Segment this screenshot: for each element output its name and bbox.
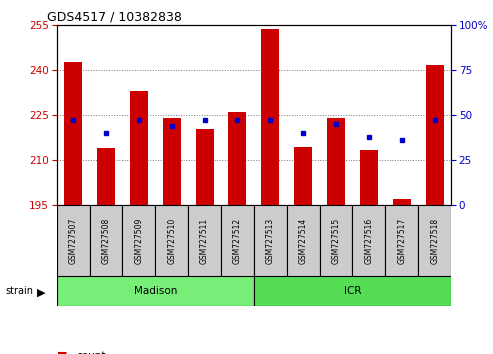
Bar <box>393 199 411 205</box>
Bar <box>90 205 122 276</box>
Bar <box>57 276 254 306</box>
Text: GSM727508: GSM727508 <box>102 218 110 264</box>
Bar <box>130 91 148 205</box>
Bar <box>228 112 246 205</box>
Text: count: count <box>76 351 106 354</box>
Bar <box>327 118 345 205</box>
Text: Madison: Madison <box>134 286 177 296</box>
Bar <box>221 205 254 276</box>
Text: GSM727517: GSM727517 <box>397 218 406 264</box>
Text: GSM727514: GSM727514 <box>299 218 308 264</box>
Bar <box>386 205 418 276</box>
Text: ■: ■ <box>57 351 67 354</box>
Bar <box>418 205 451 276</box>
Text: GSM727509: GSM727509 <box>135 217 143 264</box>
Text: GDS4517 / 10382838: GDS4517 / 10382838 <box>47 11 182 24</box>
Text: ▶: ▶ <box>37 288 45 298</box>
Bar <box>425 65 444 205</box>
Text: GSM727516: GSM727516 <box>364 218 373 264</box>
Text: GSM727513: GSM727513 <box>266 218 275 264</box>
Bar <box>188 205 221 276</box>
Bar <box>319 205 352 276</box>
Bar <box>97 148 115 205</box>
Text: strain: strain <box>5 286 33 296</box>
Text: GSM727507: GSM727507 <box>69 217 77 264</box>
Bar <box>352 205 386 276</box>
Bar <box>254 276 451 306</box>
Bar <box>57 205 90 276</box>
Text: GSM727512: GSM727512 <box>233 218 242 264</box>
Text: GSM727518: GSM727518 <box>430 218 439 264</box>
Bar <box>287 205 319 276</box>
Bar <box>122 205 155 276</box>
Bar <box>64 62 82 205</box>
Text: GSM727515: GSM727515 <box>332 218 341 264</box>
Text: GSM727511: GSM727511 <box>200 218 209 264</box>
Bar <box>155 205 188 276</box>
Bar <box>163 118 181 205</box>
Bar <box>254 205 287 276</box>
Bar <box>294 147 312 205</box>
Bar <box>196 129 213 205</box>
Text: ICR: ICR <box>344 286 361 296</box>
Bar <box>360 150 378 205</box>
Text: GSM727510: GSM727510 <box>167 218 176 264</box>
Bar <box>261 29 280 205</box>
